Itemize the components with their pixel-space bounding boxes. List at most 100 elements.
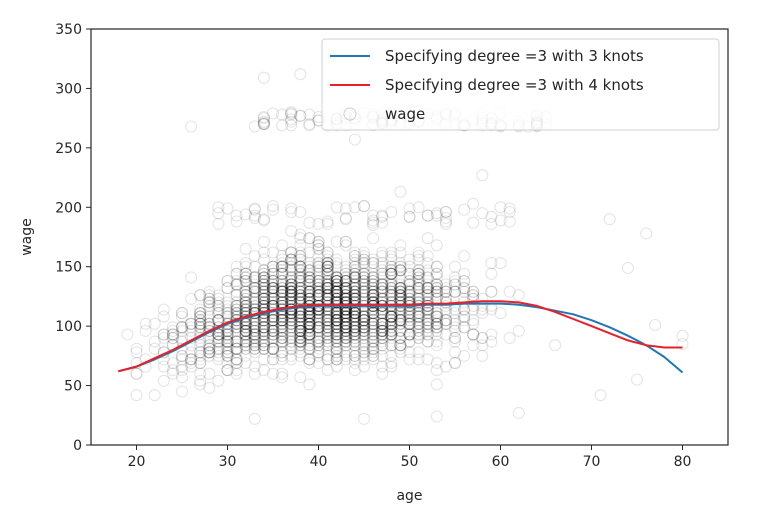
- scatter-point: [348, 253, 361, 266]
- scatter-point: [348, 331, 361, 345]
- scatter-point: [321, 278, 334, 291]
- scatter-point: [339, 331, 352, 345]
- scatter-point: [367, 271, 380, 284]
- scatter-point: [239, 324, 252, 337]
- scatter-point: [203, 346, 216, 359]
- scatter-point: [194, 289, 207, 302]
- scatter-point: [348, 349, 361, 362]
- scatter-point: [312, 307, 325, 320]
- scatter-point: [294, 317, 307, 330]
- scatter-point: [367, 285, 380, 298]
- scatter-point: [239, 296, 252, 309]
- scatter-point: [403, 328, 416, 341]
- scatter-point: [376, 285, 389, 298]
- scatter-point: [257, 339, 270, 352]
- scatter-point: [403, 285, 416, 298]
- scatter-point: [257, 282, 270, 295]
- scatter-point: [303, 317, 316, 330]
- scatter-point: [348, 307, 361, 320]
- scatter-point: [276, 328, 289, 341]
- scatter-point: [276, 314, 289, 327]
- scatter-point: [312, 307, 325, 320]
- scatter-point: [230, 314, 243, 327]
- scatter-point: [230, 278, 243, 291]
- scatter-point: [221, 349, 234, 362]
- scatter-point: [394, 289, 407, 302]
- scatter-point: [303, 118, 316, 131]
- scatter-point: [285, 289, 298, 302]
- scatter-point: [248, 211, 261, 225]
- scatter-point: [403, 253, 416, 266]
- scatter-point: [321, 335, 334, 348]
- scatter-point: [248, 209, 261, 222]
- scatter-point: [348, 271, 361, 284]
- scatter-point: [330, 296, 343, 309]
- scatter-point: [348, 282, 361, 295]
- scatter-point: [321, 215, 334, 228]
- scatter-point: [294, 260, 307, 273]
- scatter-point: [303, 119, 316, 132]
- scatter-point: [330, 296, 343, 309]
- scatter-point: [221, 349, 234, 362]
- scatter-point: [294, 324, 307, 337]
- scatter-point: [294, 324, 307, 337]
- scatter-point: [385, 289, 398, 302]
- scatter-point: [321, 289, 334, 302]
- scatter-point: [339, 307, 352, 320]
- scatter-point: [367, 282, 380, 295]
- scatter-point: [394, 307, 407, 320]
- y-tick-label: 150: [55, 260, 82, 276]
- scatter-point: [230, 296, 243, 309]
- scatter-point: [321, 324, 334, 337]
- scatter-point: [367, 307, 380, 320]
- scatter-point: [276, 324, 289, 337]
- scatter-point: [330, 307, 343, 320]
- scatter-point: [266, 203, 280, 216]
- scatter-point: [348, 328, 361, 341]
- scatter-point: [294, 335, 307, 348]
- scatter-point: [285, 292, 298, 305]
- scatter-point: [430, 321, 443, 334]
- scatter-point: [321, 260, 334, 273]
- scatter-point: [276, 285, 289, 298]
- scatter-point: [266, 264, 280, 277]
- scatter-point: [348, 307, 361, 320]
- scatter-point: [412, 285, 425, 298]
- scatter-point: [221, 364, 234, 377]
- scatter-point: [330, 307, 343, 320]
- scatter-point: [367, 285, 380, 298]
- scatter-point: [321, 317, 334, 330]
- scatter-point: [412, 289, 425, 302]
- scatter-point: [357, 324, 371, 337]
- scatter-point: [312, 285, 325, 298]
- scatter-point: [257, 278, 270, 291]
- scatter-point: [330, 274, 343, 288]
- scatter-point: [212, 353, 225, 366]
- scatter-point: [294, 371, 307, 384]
- scatter-point: [330, 278, 343, 291]
- scatter-point: [266, 342, 280, 355]
- scatter-point: [412, 317, 425, 330]
- scatter-point: [367, 328, 380, 341]
- scatter-point: [376, 296, 389, 309]
- scatter-point: [257, 274, 270, 288]
- scatter-point: [330, 274, 343, 288]
- scatter-point: [285, 271, 298, 284]
- scatter-point: [312, 260, 325, 273]
- scatter-point: [257, 328, 270, 341]
- scatter-point: [367, 342, 380, 355]
- scatter-point: [394, 314, 407, 327]
- scatter-point: [312, 249, 325, 263]
- scatter-point: [421, 282, 434, 295]
- scatter-point: [330, 285, 343, 298]
- scatter-point: [285, 274, 298, 288]
- scatter-point: [448, 346, 462, 359]
- scatter-point: [276, 257, 289, 270]
- scatter-point: [203, 342, 216, 355]
- scatter-point: [321, 260, 334, 273]
- scatter-point: [503, 205, 516, 219]
- x-tick-label: 50: [401, 454, 419, 470]
- scatter-point: [348, 271, 361, 284]
- scatter-point: [367, 335, 380, 348]
- scatter-point: [212, 335, 225, 348]
